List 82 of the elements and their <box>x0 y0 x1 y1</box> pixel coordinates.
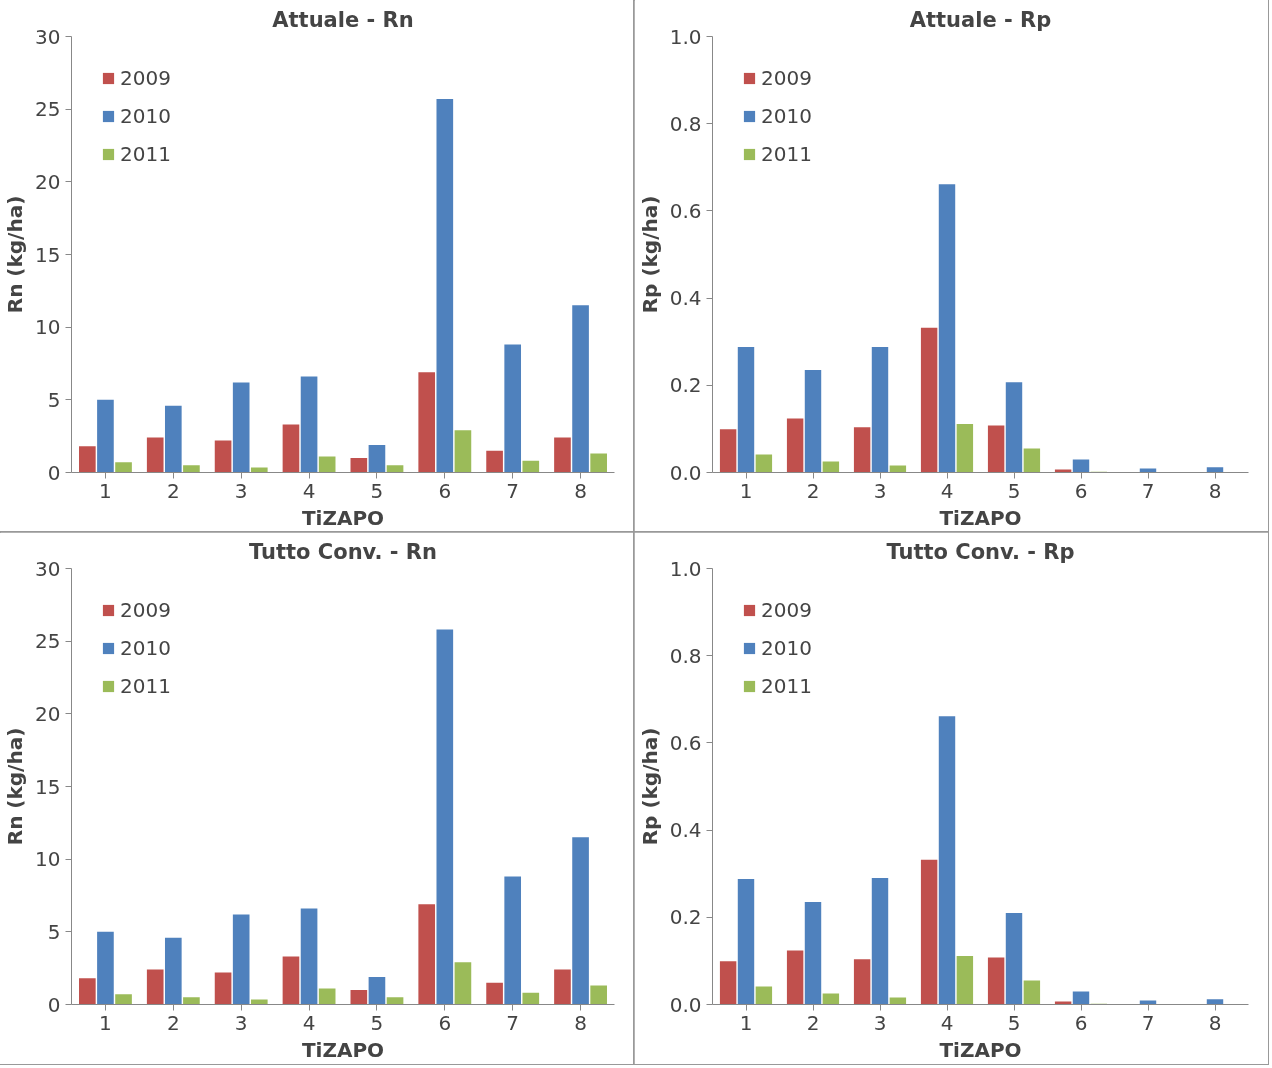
y-tick-label: 0 <box>47 460 61 485</box>
chart-title: Tutto Conv. - Rp <box>886 539 1075 564</box>
y-tick-label: 30 <box>35 556 61 581</box>
y-tick-label: 0.4 <box>669 286 702 311</box>
x-tick-label: 3 <box>873 478 887 503</box>
y-tick-label: 0.6 <box>669 198 702 223</box>
legend-label: 2010 <box>761 636 812 660</box>
y-tick-label: 10 <box>35 315 61 340</box>
x-tick-label: 2 <box>806 478 820 503</box>
y-tick-label: 0.8 <box>669 111 702 136</box>
x-tick-label: 1 <box>739 1010 753 1035</box>
legend-label: 2009 <box>120 66 171 90</box>
x-tick-label: 7 <box>506 1010 520 1035</box>
x-tick-label: 8 <box>1208 1010 1222 1035</box>
y-tick-label: 5 <box>47 387 61 412</box>
x-axis-title: TiZAPO <box>301 1037 385 1062</box>
y-tick-label: 0.8 <box>669 643 702 668</box>
y-axis-title: Rn (kg/ha) <box>3 195 28 314</box>
y-tick-label: 0 <box>47 992 61 1017</box>
y-tick-label: 30 <box>35 24 61 49</box>
x-tick-label: 1 <box>99 478 112 503</box>
y-tick-label: 0.0 <box>669 460 702 485</box>
chart-title: Attuale - Rp <box>909 7 1052 32</box>
y-tick-label: 0.2 <box>669 373 702 398</box>
y-tick-label: 20 <box>35 701 61 726</box>
legend-label: 2011 <box>120 142 171 166</box>
x-tick-label: 1 <box>739 478 753 503</box>
legend-label: 2011 <box>761 674 812 698</box>
x-tick-label: 5 <box>370 1010 384 1035</box>
legend-label: 2011 <box>120 674 171 698</box>
y-tick-label: 25 <box>35 629 61 654</box>
y-tick-label: 0.4 <box>669 818 702 843</box>
x-tick-label: 5 <box>1007 478 1021 503</box>
y-tick-label: 5 <box>47 919 61 944</box>
y-axis-title: Rn (kg/ha) <box>3 727 28 846</box>
legend-label: 2009 <box>761 66 812 90</box>
y-tick-label: 15 <box>35 242 61 267</box>
y-tick-label: 10 <box>35 847 61 872</box>
legend-label: 2009 <box>761 598 812 622</box>
x-tick-label: 3 <box>234 1010 248 1035</box>
x-tick-label: 3 <box>234 478 248 503</box>
x-tick-label: 2 <box>806 1010 820 1035</box>
legend-label: 2011 <box>761 142 812 166</box>
x-axis-title: TiZAPO <box>939 1037 1022 1062</box>
chart-title: Tutto Conv. - Rn <box>249 539 438 564</box>
x-tick-label: 1 <box>99 1010 112 1035</box>
x-tick-label: 6 <box>1074 478 1088 503</box>
y-tick-label: 0.2 <box>669 905 702 930</box>
y-axis-title: Rp (kg/ha) <box>637 727 662 846</box>
x-tick-label: 4 <box>302 1010 316 1035</box>
y-tick-label: 15 <box>35 774 61 799</box>
x-tick-label: 2 <box>166 478 180 503</box>
legend-label: 2010 <box>120 104 171 128</box>
x-tick-label: 7 <box>1141 478 1155 503</box>
legend-label: 2010 <box>120 636 171 660</box>
x-tick-label: 6 <box>438 1010 452 1035</box>
x-tick-label: 6 <box>1074 1010 1088 1035</box>
legend-label: 2009 <box>120 598 171 622</box>
y-tick-label: 1.0 <box>669 24 702 49</box>
x-tick-label: 8 <box>574 478 587 503</box>
x-axis-title: TiZAPO <box>939 505 1022 530</box>
x-tick-label: 3 <box>873 1010 887 1035</box>
x-tick-label: 4 <box>302 478 316 503</box>
y-tick-label: 1.0 <box>669 556 702 581</box>
x-tick-label: 4 <box>940 1010 954 1035</box>
chart-title: Attuale - Rn <box>272 7 414 32</box>
x-tick-label: 6 <box>438 478 452 503</box>
y-tick-label: 0.6 <box>669 730 702 755</box>
x-tick-label: 8 <box>574 1010 587 1035</box>
y-tick-label: 0.0 <box>669 992 702 1017</box>
y-tick-label: 20 <box>35 169 61 194</box>
x-tick-label: 7 <box>506 478 520 503</box>
y-axis-title: Rp (kg/ha) <box>637 195 662 314</box>
y-tick-label: 25 <box>35 97 61 122</box>
legend-label: 2010 <box>761 104 812 128</box>
x-axis-title: TiZAPO <box>301 505 385 530</box>
x-tick-label: 7 <box>1141 1010 1155 1035</box>
x-tick-label: 5 <box>1007 1010 1021 1035</box>
x-tick-label: 5 <box>370 478 384 503</box>
x-tick-label: 8 <box>1208 478 1222 503</box>
x-tick-label: 4 <box>940 478 954 503</box>
x-tick-label: 2 <box>166 1010 180 1035</box>
